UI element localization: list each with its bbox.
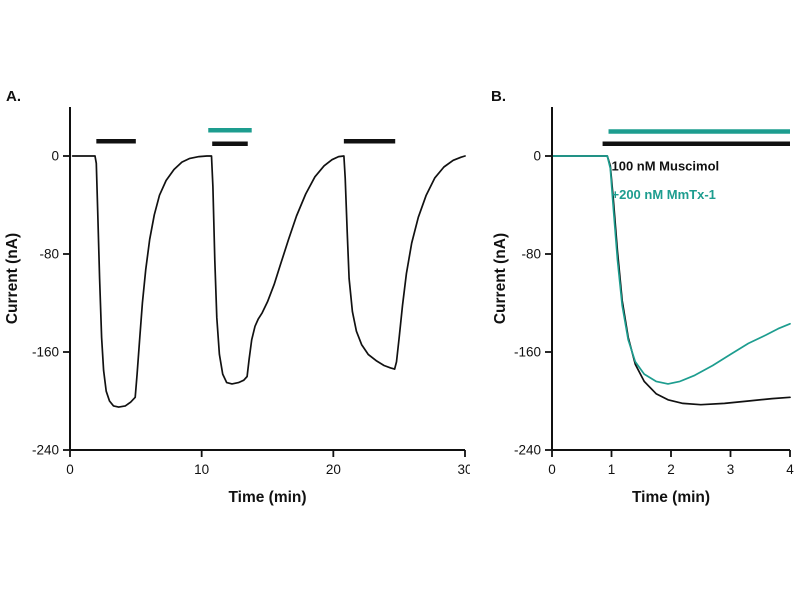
x-axis-title: Time (min) <box>632 489 710 506</box>
x-tick-label: 20 <box>326 462 341 477</box>
y-tick-label: -80 <box>521 247 541 262</box>
x-tick-label: 2 <box>667 462 675 477</box>
legend-text: +200 nM MmTx-1 <box>612 187 716 202</box>
y-tick-label: -160 <box>514 345 541 360</box>
y-tick-label: 0 <box>51 149 59 164</box>
panel-b-chart: 0 1 2 3 4 0 -80 -160 -240 Time (min) Current (nA) 1… <box>492 107 794 506</box>
panel-a-label: A. <box>6 88 21 105</box>
y-axis-title: Current (nA) <box>492 233 509 324</box>
y-tick-label: -240 <box>32 443 59 458</box>
y-axis-title: Current (nA) <box>4 233 21 324</box>
panel-a-chart: 0 10 20 30 0 -80 -160 -240 Time (min) Current (nA… <box>4 107 470 506</box>
panel-b-label: B. <box>491 88 506 105</box>
x-tick-label: 30 <box>457 462 470 477</box>
x-tick-label: 0 <box>66 462 74 477</box>
x-tick-label: 0 <box>548 462 556 477</box>
y-tick-label: -160 <box>32 345 59 360</box>
trace-muscimol-current-trace <box>71 155 466 408</box>
y-tick-label: -240 <box>514 443 541 458</box>
trace--200-nm-mmtx-1 <box>551 155 791 385</box>
x-tick-label: 4 <box>786 462 794 477</box>
y-tick-label: -80 <box>39 247 59 262</box>
x-tick-label: 1 <box>608 462 616 477</box>
x-tick-label: 3 <box>727 462 735 477</box>
x-axis-title: Time (min) <box>228 489 306 506</box>
y-tick-label: 0 <box>533 149 541 164</box>
legend-text: 100 nM Muscimol <box>612 159 720 174</box>
x-tick-label: 10 <box>194 462 209 477</box>
